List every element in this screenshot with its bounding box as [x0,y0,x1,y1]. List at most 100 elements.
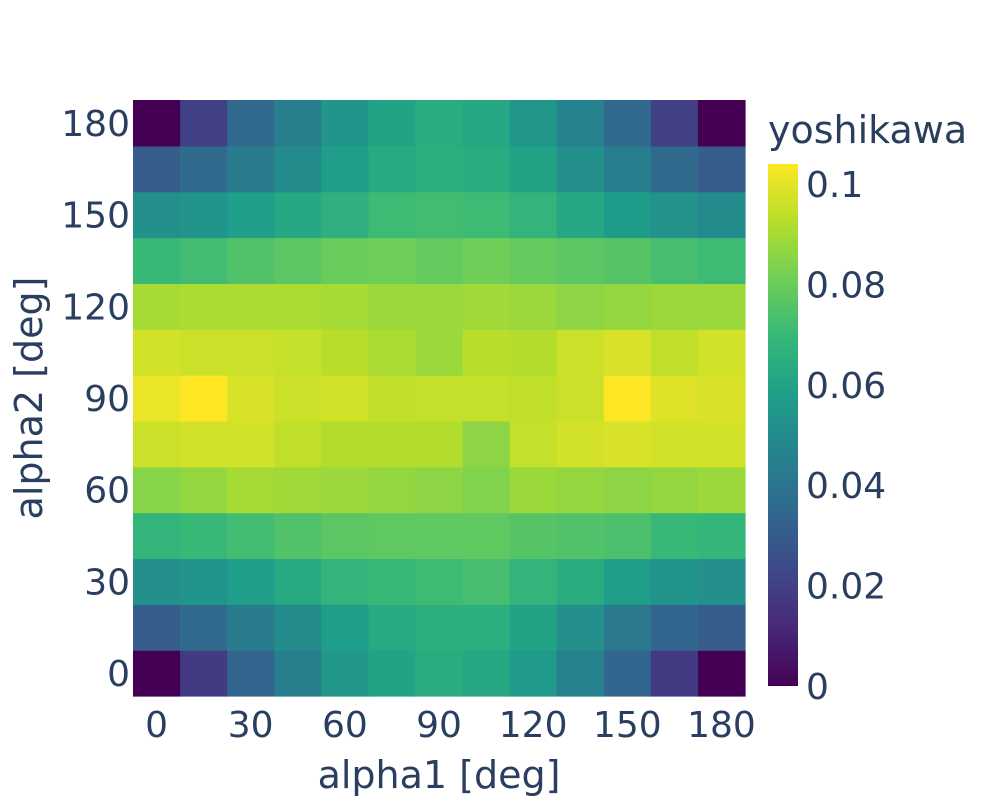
heatmap-cell [415,329,464,376]
heatmap-cell [415,237,464,284]
heatmap-cell [509,100,558,147]
heatmap-cell [180,558,228,605]
heatmap-cell [180,191,228,239]
heatmap-cell [462,558,511,605]
heatmap-cell [697,283,746,330]
heatmap-cell [180,100,228,147]
heatmap-cell [180,237,228,284]
heatmap-cell [556,191,605,239]
heatmap-cell [227,375,275,422]
x-tick-label: 90 [416,705,462,746]
heatmap-cell [650,604,699,651]
heatmap-cell [603,191,652,239]
heatmap-cell [462,283,511,330]
heatmap-cell [509,420,558,468]
heatmap-cell [650,191,699,239]
heatmap-cell [133,650,181,697]
heatmap-cell [274,329,322,376]
heatmap-cell [556,237,605,284]
heatmap-cell [227,283,275,330]
heatmap-cell [556,512,605,560]
heatmap-cell [180,420,228,468]
heatmap-cell [321,420,369,468]
heatmap-cell [274,375,322,422]
heatmap-cell [133,100,181,147]
x-tick-label: 180 [687,705,756,746]
heatmap-cell [697,558,746,605]
y-tick-label: 120 [61,287,130,328]
heatmap-cell [603,283,652,330]
y-tick-label: 180 [61,104,130,145]
heatmap-cell [180,329,228,376]
heatmap-cell [133,329,181,376]
heatmap-cell [227,329,275,376]
heatmap-cell [321,650,369,697]
heatmap-cell [133,558,181,605]
heatmap-cell [697,512,746,560]
heatmap-cell [133,375,181,422]
heatmap-cell [274,466,322,514]
y-tick-label: 60 [84,471,130,512]
heatmap-cell [603,558,652,605]
heatmap-cell [462,191,511,239]
heatmap-cell [133,237,181,284]
heatmap-cell [133,512,181,560]
heatmap-cell [227,466,275,514]
colorbar-tick-label: 0.04 [806,466,886,507]
heatmap-cell [509,237,558,284]
y-tick-label: 30 [84,562,130,603]
heatmap-cell [133,604,181,651]
colorbar-tick-label: 0 [806,667,829,708]
heatmap-cell [227,100,275,147]
heatmap-cell [697,191,746,239]
heatmap-cell [415,466,464,514]
heatmap-cell [697,100,746,147]
heatmap-cell [227,604,275,651]
heatmap-cell [650,283,699,330]
heatmap-cell [650,558,699,605]
heatmap-cell [274,283,322,330]
heatmap-cell [227,237,275,284]
heatmap-cell [321,237,369,284]
heatmap-cell [180,512,228,560]
heatmap-cell [133,420,181,468]
heatmap-cell [603,420,652,468]
heatmap-cell [556,604,605,651]
heatmap-cell [368,604,417,651]
heatmap-cell [509,512,558,560]
heatmap-cell [509,558,558,605]
x-tick-label: 0 [145,705,168,746]
heatmap-cell [368,558,417,605]
x-tick-label: 30 [228,705,274,746]
heatmap-cell [697,466,746,514]
x-axis-ticks: 0 30 60 90 120 150 180 [145,705,756,746]
heatmap-cell [556,329,605,376]
heatmap-cell [227,650,275,697]
y-tick-label: 90 [84,379,130,420]
heatmap-cell [415,100,464,147]
heatmap-cell [415,420,464,468]
heatmap-cell [321,145,369,193]
heatmap-cell [556,375,605,422]
heatmap-cell [462,329,511,376]
y-tick-label: 150 [61,196,130,237]
heatmap-cell [603,375,652,422]
heatmap-cell [321,512,369,560]
heatmap-cell [180,466,228,514]
heatmap-cell [415,558,464,605]
x-axis-title: alpha1 [deg] [318,753,561,797]
y-tick-label: 0 [107,654,130,695]
heatmap-cell [650,329,699,376]
heatmap-cell [415,375,464,422]
heatmap-cell [368,512,417,560]
heatmap-cell [556,650,605,697]
heatmap-cell [650,650,699,697]
heatmap-cell [415,604,464,651]
heatmap-cell [697,604,746,651]
heatmap-cell [603,650,652,697]
heatmap-cell [650,512,699,560]
heatmap-cell [368,375,417,422]
heatmap-cell [415,650,464,697]
heatmap-cell [603,604,652,651]
heatmap-cell [697,237,746,284]
